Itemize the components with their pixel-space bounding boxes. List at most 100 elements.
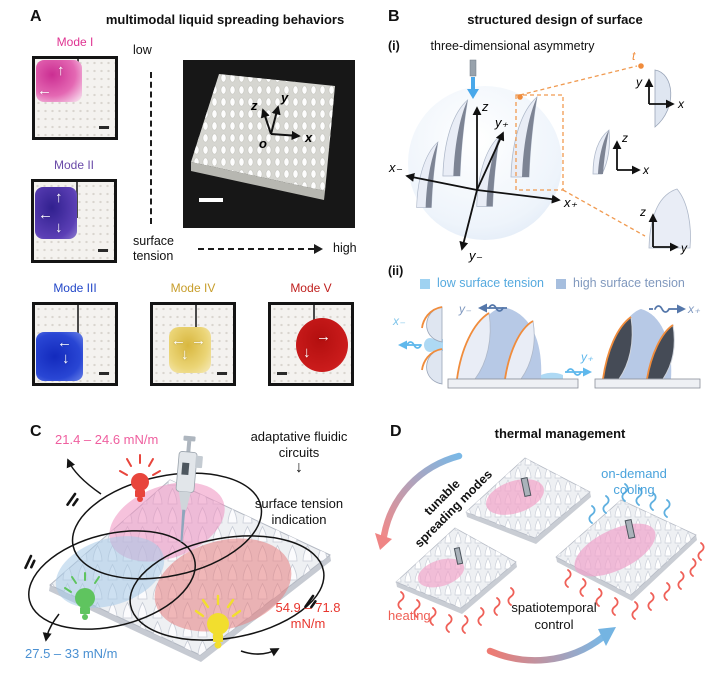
axis-y-label: y <box>680 241 688 255</box>
mode-ii-label: Mode II <box>53 158 95 172</box>
fluidic-circuit-illustration <box>15 430 360 674</box>
spatiotemporal-caption: spatiotemporal control <box>511 600 597 632</box>
mode-v-image: → ↓ <box>268 302 354 386</box>
section-i-subtitle: three-dimensional asymmetry <box>430 39 595 53</box>
surface-heating <box>395 527 517 634</box>
panel-c-label: C <box>30 423 42 440</box>
battery-symbols <box>24 492 317 609</box>
surface-tension-axis-horizontal <box>198 248 314 250</box>
high-label: high <box>333 241 357 255</box>
cross-section-zx: z x <box>592 129 650 177</box>
spread-arrow: → <box>316 328 331 345</box>
red-liquid-region <box>154 538 292 632</box>
arrowhead-right <box>314 244 323 254</box>
axis-x-label: x <box>677 97 685 111</box>
surface-on-demand-cooling <box>555 483 705 620</box>
axis-y-plus-label: y₊ <box>494 115 509 130</box>
axis-z-label: z <box>250 98 258 113</box>
high-tension-arrow-left <box>478 303 507 313</box>
spatiotemporal-arrow <box>486 627 616 664</box>
axis-y-label: y <box>635 75 643 89</box>
spread-arrow: → <box>191 332 206 349</box>
spread-arrow: ↑ <box>57 62 65 79</box>
surface-spreading-mode-1 <box>465 457 591 544</box>
indicator-platform <box>49 479 331 662</box>
green-indicator-bulb <box>64 572 100 620</box>
axis-x-minus-label: x₋ <box>388 160 403 175</box>
mode-iv-dye-blob <box>169 327 211 373</box>
axis-z-label: z <box>639 205 646 219</box>
scale-bar <box>99 126 109 129</box>
circuit-loops <box>28 472 325 641</box>
heater-chip <box>520 476 532 498</box>
spread-arrow: ↓ <box>181 346 189 363</box>
legend-high-swatch <box>556 279 566 289</box>
axis-x-minus-label: x₋ <box>392 314 406 328</box>
down-arrow: ↓ <box>295 459 303 476</box>
photo-axes <box>260 105 301 141</box>
axis-y-minus-label: y₋ <box>468 248 483 263</box>
cross-section-zy: z y <box>639 188 691 255</box>
dispensing-needle <box>76 305 79 341</box>
fin-pair-light <box>447 307 579 389</box>
yellow-indicator-bulb <box>194 594 242 649</box>
scale-bar <box>98 249 108 252</box>
photo-scale-bar <box>199 198 223 202</box>
half-disc-stack <box>421 306 443 385</box>
axis-origin-label: o <box>259 136 267 151</box>
mode-iv-label: Mode IV <box>170 281 216 295</box>
spread-arrow: ↓ <box>55 219 63 236</box>
heating-caption: heating <box>388 608 431 623</box>
axis-y-plus-label: y₊ <box>580 350 594 364</box>
sphere-axes <box>405 106 561 251</box>
mode-i-label: Mode I <box>56 35 94 49</box>
mode-ii-image: ↑ ← ↓ <box>31 179 117 263</box>
mode-v-label: Mode V <box>290 281 332 295</box>
spread-arrow: ← <box>38 206 53 223</box>
mode-iv-image: ← → ↓ <box>150 302 236 386</box>
mode-i-dye-blob <box>36 60 82 102</box>
mode-v-dye-blob <box>296 318 348 372</box>
wetting-direction-diagram: x₋ y₋ y₊ <box>385 295 715 405</box>
impact-arrow <box>467 77 479 99</box>
cooling-caption: on-demand cooling <box>601 466 667 498</box>
pink-tension-range: 21.4 – 24.6 mN/m <box>55 432 159 447</box>
scale-bar <box>277 372 287 375</box>
low-label: low <box>133 43 152 57</box>
highlight-dot <box>517 94 523 100</box>
mode-iii-label: Mode III <box>53 281 97 295</box>
mode-i-image: ↑ ← <box>32 56 118 140</box>
pipette <box>175 435 203 542</box>
axis-z-label: z <box>481 99 489 114</box>
asymmetry-diagram: z x₋ x₊ y₊ y₋ t <box>385 49 715 270</box>
legend-high-label: high surface tension <box>573 276 685 290</box>
caption-tension-indication: surface tension indication <box>254 496 344 527</box>
scale-bar <box>217 372 227 375</box>
panel-d-label: D <box>390 423 402 440</box>
spread-arrow: ↑ <box>55 189 63 206</box>
low-tension-arrow-left <box>398 340 422 350</box>
t-label: t <box>632 50 636 63</box>
legend-low-swatch <box>420 279 430 289</box>
indicator-arrows <box>42 458 280 657</box>
surface-tension-axis-vertical <box>150 72 152 224</box>
legend-low-label: low surface tension <box>437 276 545 290</box>
axis-y-label: y <box>280 90 289 105</box>
axis-x-label: x <box>304 130 313 145</box>
probe-pillar <box>469 59 477 77</box>
orange-dashed-connector <box>515 65 646 237</box>
highlight-dot <box>638 63 644 69</box>
fin-pair-dark <box>594 309 701 389</box>
axis-z-label: z <box>621 131 628 145</box>
spread-arrow: ← <box>171 332 186 349</box>
mode-ii-dye-blob <box>35 187 77 239</box>
dispensing-needle <box>194 305 197 341</box>
spread-arrow: ↓ <box>62 350 70 367</box>
red-indicator-bulb <box>119 454 161 502</box>
axis-y-minus-label: y₋ <box>458 302 472 316</box>
thermal-management-illustration <box>363 440 713 674</box>
scale-bar <box>99 372 109 375</box>
spread-arrow: ← <box>57 334 72 351</box>
panel-a-label: A <box>30 8 42 25</box>
